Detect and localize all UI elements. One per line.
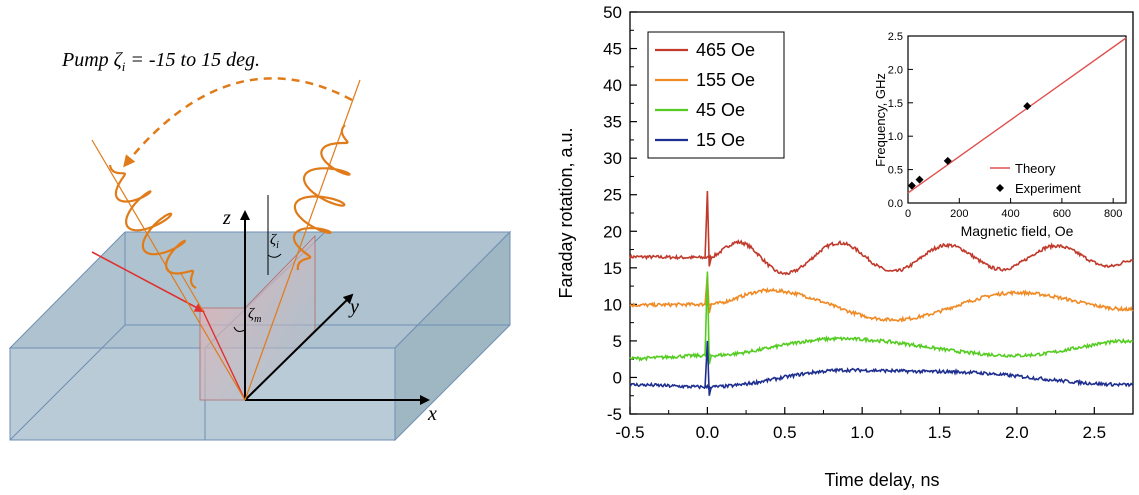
series-line-155-oe xyxy=(629,286,1134,323)
series-line-15-oe xyxy=(629,367,1134,390)
main-y-axis-label: Faraday rotation, a.u. xyxy=(556,127,576,298)
inset-experiment-point xyxy=(907,181,916,190)
angle-zeta-i: ζi xyxy=(270,232,279,251)
legend-label: 15 Oe xyxy=(696,130,745,150)
sample-slab xyxy=(8,230,512,442)
inset-legend: Theory Experiment xyxy=(990,161,1081,196)
main-x-tick-label: 0.5 xyxy=(773,423,797,442)
main-x-tick-label: 0.0 xyxy=(696,423,720,442)
x-axis-label: x xyxy=(427,403,437,425)
main-y-tick-label: 10 xyxy=(603,295,622,314)
y-axis xyxy=(244,293,354,401)
main-y-tick-label: 5 xyxy=(613,332,622,351)
main-y-tick-label: 45 xyxy=(603,40,622,59)
z-axis-label: z xyxy=(222,207,231,229)
main-y-tick-label: 40 xyxy=(603,76,622,95)
main-x-axis-label: Time delay, ns xyxy=(824,470,939,490)
inset-experiment-point xyxy=(943,156,952,165)
angle-zeta-m: ζm xyxy=(248,306,261,325)
inset-x-tick-label: 400 xyxy=(1001,208,1019,220)
main-x-tick-label: 1.5 xyxy=(928,423,952,442)
inset-y-axis-label: Frequency, GHz xyxy=(873,73,888,167)
main-x-tick-label: 2.0 xyxy=(1005,423,1029,442)
probe-beam xyxy=(91,251,205,312)
inset-y-tick-label: 0.5 xyxy=(888,165,903,177)
legend-label: 45 Oe xyxy=(696,100,745,120)
inset-y-tick-label: 1.0 xyxy=(888,131,903,143)
inset-chart: 0.0 0.5 1.0 1.5 2.0 2.5 0 200 400 600 800 Magnetic… xyxy=(873,31,1127,239)
main-legend: 465 Oe 155 Oe 45 Oe 15 Oe xyxy=(647,31,785,159)
series-spike-465-oe xyxy=(704,191,713,267)
series-spike-15-oe xyxy=(704,340,713,396)
pump-pulse-left xyxy=(108,164,197,289)
legend-label: 155 Oe xyxy=(696,70,755,90)
main-y-tick-label: 30 xyxy=(603,149,622,168)
main-x-tick-label: 1.0 xyxy=(850,423,874,442)
series-line-45-oe xyxy=(629,335,1134,362)
inset-legend-swatch xyxy=(996,184,1004,192)
main-y-tick-label: 25 xyxy=(603,186,622,205)
geometry-diagram: Pump ζi = -15 to 15 deg. z y x ζi xyxy=(8,49,512,442)
main-y-tick-label: 0 xyxy=(613,368,622,387)
main-y-tick-label: 35 xyxy=(603,113,622,132)
faraday-chart: -5 0 5 10 15 20 25 30 35 40 45 50 -0.5 0.0 0.5 1.0 1.5 2.… xyxy=(556,3,1134,490)
inset-y-tick-label: 2.5 xyxy=(888,31,903,43)
inset-experiment-point xyxy=(1023,102,1032,111)
pump-label: Pump ζi = -15 to 15 deg. xyxy=(61,49,260,74)
main-y-tick-label: 15 xyxy=(603,259,622,278)
inset-experiment-point xyxy=(915,175,924,184)
inset-x-tick-label: 600 xyxy=(1053,208,1071,220)
inset-y-tick-label: 0.0 xyxy=(888,198,903,210)
main-y-tick-label: 50 xyxy=(603,3,622,22)
pump-beam-incident xyxy=(244,79,361,401)
inset-x-tick-label: 0 xyxy=(905,208,911,220)
inset-y-tick-label: 1.5 xyxy=(888,98,903,110)
series-spike-45-oe xyxy=(704,271,713,365)
main-x-tick-label: -0.5 xyxy=(615,423,644,442)
main-y-tick-label: 20 xyxy=(603,222,622,241)
inset-x-tick-label: 200 xyxy=(950,208,968,220)
legend-label: 465 Oe xyxy=(696,40,755,60)
main-y-tick-label: -5 xyxy=(607,405,622,424)
inset-y-tick-label: 2.0 xyxy=(888,64,903,76)
y-axis-label: y xyxy=(348,296,359,318)
inset-x-axis-label: Magnetic field, Oe xyxy=(961,223,1074,239)
inset-x-tick-label: 800 xyxy=(1104,208,1122,220)
inset-theory-line xyxy=(907,37,1127,194)
inset-legend-label: Theory xyxy=(1015,161,1056,176)
main-x-tick-label: 2.5 xyxy=(1082,423,1106,442)
pump-pulse-right xyxy=(292,124,351,271)
rotation-arc xyxy=(123,77,353,168)
series-line-465-oe xyxy=(629,239,1134,276)
inset-legend-label: Experiment xyxy=(1015,181,1081,196)
